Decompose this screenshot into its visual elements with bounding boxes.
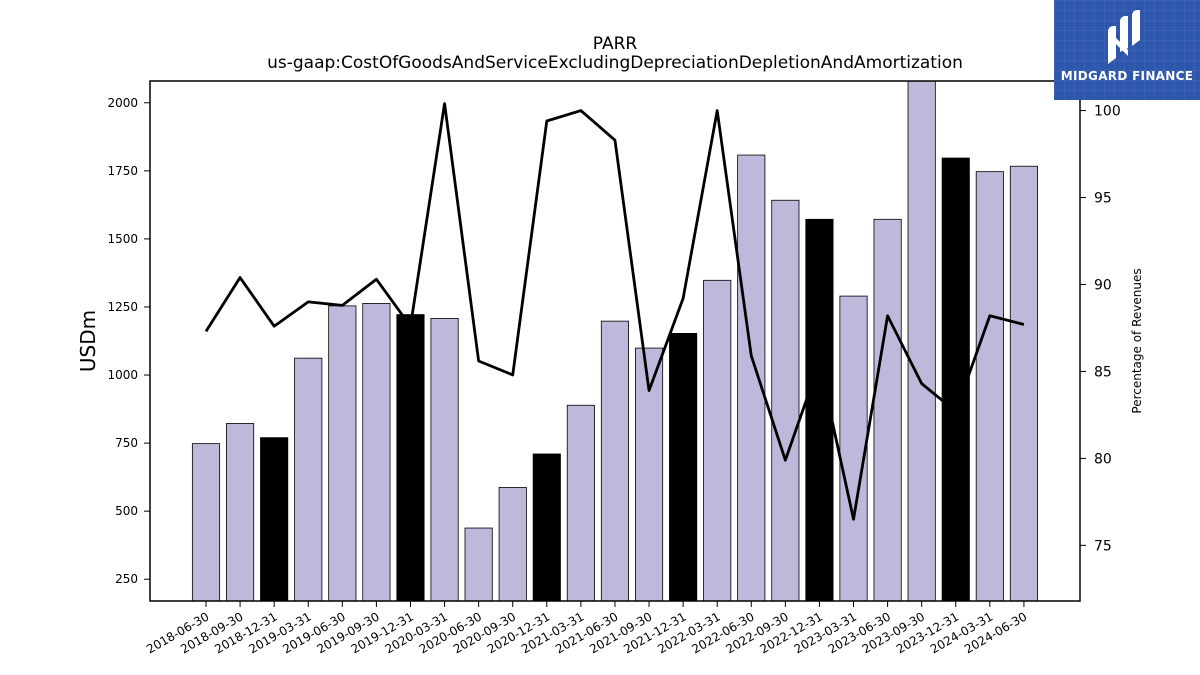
bar-2023-09-30 — [907, 80, 936, 602]
bar-2020-09-30 — [498, 487, 527, 602]
y2-tick-label: 90 — [1094, 277, 1112, 293]
y2-axis-ticks: 75 80 85 90 95 100 — [1080, 104, 1121, 554]
y-tick-label: 1500 — [107, 232, 138, 246]
percentage-line — [204, 102, 1025, 521]
bars-layer — [191, 80, 1038, 602]
bar-2020-12-31 — [532, 453, 561, 602]
bar-2019-06-30 — [328, 305, 357, 602]
y-tick-label: 1750 — [107, 164, 138, 178]
chart-subtitle: us-gaap:CostOfGoodsAndServiceExcludingDe… — [267, 53, 963, 73]
line-layer — [204, 102, 1025, 521]
y-tick-label: 1000 — [107, 368, 138, 382]
bar-2018-12-31 — [260, 437, 289, 602]
y2-tick-label: 75 — [1094, 538, 1112, 554]
y2-tick-label: 95 — [1094, 191, 1112, 207]
bar-2023-12-31 — [941, 157, 970, 602]
bar-2018-06-30 — [191, 443, 221, 602]
bar-2022-09-30 — [771, 199, 800, 602]
x-axis-ticks: 2018-06-302018-09-302018-12-312019-03-31… — [144, 601, 1029, 656]
y2-tick-label: 80 — [1094, 451, 1112, 467]
y-tick-label: 750 — [115, 436, 138, 450]
y2-tick-label: 100 — [1094, 104, 1121, 120]
bar-2024-03-31 — [975, 171, 1004, 602]
bar-2019-12-31 — [396, 314, 425, 602]
midgard-logo-icon — [1108, 10, 1140, 64]
bar-2021-03-31 — [566, 404, 595, 602]
y-tick-label: 1250 — [107, 300, 138, 314]
bar-2020-03-31 — [430, 317, 459, 602]
y-tick-label: 250 — [115, 572, 138, 586]
bar-2024-06-30 — [1009, 165, 1038, 602]
bar-2019-09-30 — [362, 303, 391, 602]
logo-text: MIDGARD FINANCE — [1060, 69, 1194, 83]
y2-axis-label: Percentage of Revenues — [1130, 268, 1144, 413]
y2-tick-label: 85 — [1094, 364, 1112, 380]
y-axis-label: USDm — [76, 310, 100, 372]
midgard-finance-logo: MIDGARD FINANCE — [1054, 0, 1200, 100]
y-tick-label: 2000 — [107, 96, 138, 110]
bar-2020-06-30 — [464, 527, 493, 602]
y-tick-label: 500 — [115, 504, 138, 518]
bar-2021-06-30 — [600, 320, 630, 602]
y-axis-ticks: 250 500 750 1000 1250 1500 1750 2000 — [107, 96, 150, 586]
bar-2021-12-31 — [669, 332, 698, 602]
bar-2022-06-30 — [737, 154, 766, 602]
bar-2022-03-31 — [703, 279, 732, 602]
bar-2019-03-31 — [294, 357, 323, 602]
chart-title: PARR — [593, 34, 638, 54]
bar-2023-06-30 — [873, 218, 902, 602]
bar-2018-09-30 — [226, 423, 255, 602]
bar-2023-03-31 — [839, 295, 868, 602]
